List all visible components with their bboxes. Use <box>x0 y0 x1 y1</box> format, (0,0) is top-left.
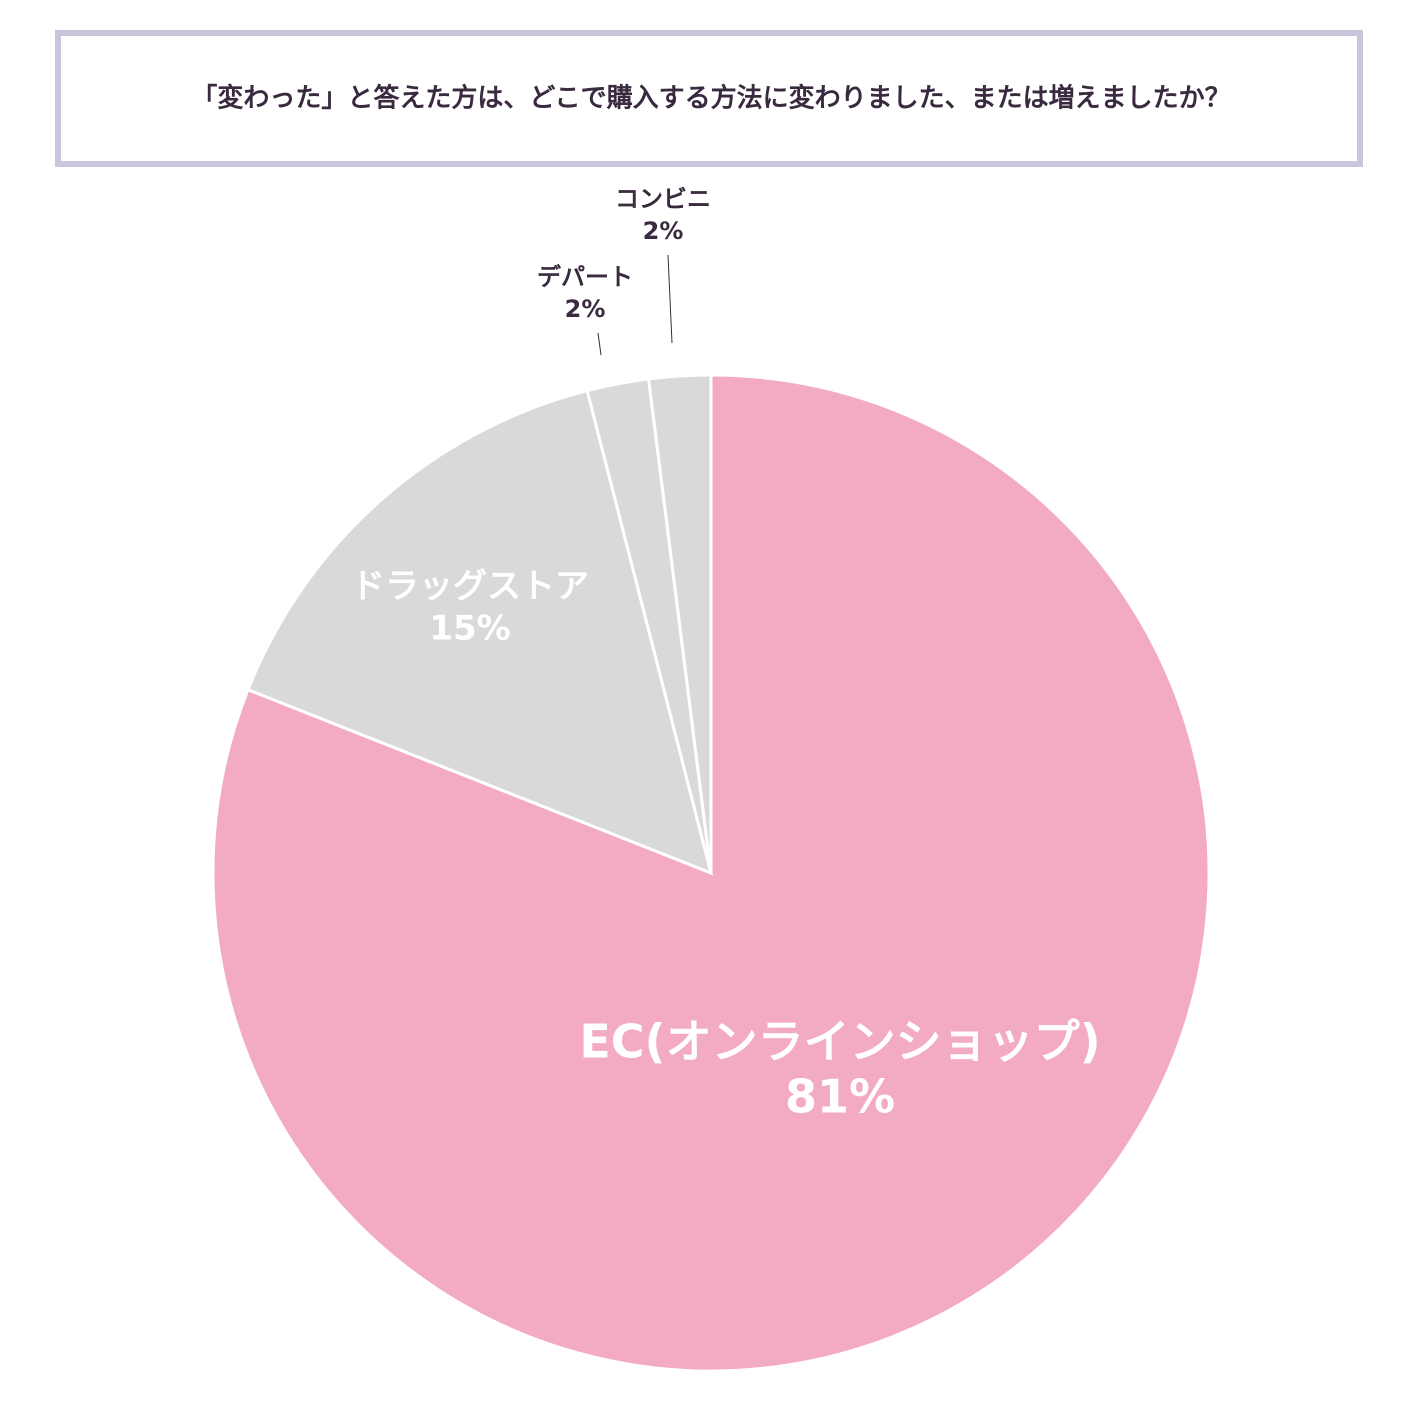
chart-title: 「変わった」と答えた方は、どこで購入する方法に変わりました、または増えましたか？ <box>191 83 1230 114</box>
leader-line <box>667 254 673 344</box>
slice-label: デパート <box>537 263 633 291</box>
slice-label: ドラッグストア <box>351 567 589 607</box>
value-label: 15% <box>429 609 510 649</box>
value-label: 2% <box>565 295 606 323</box>
value-label: 81% <box>785 1070 895 1124</box>
title-box <box>55 30 1363 167</box>
pie-slice <box>211 373 1211 1373</box>
slice-label: コンビニ <box>615 185 711 213</box>
slice-label: EC(オンラインショップ) <box>579 1015 1100 1069</box>
value-label: 2% <box>643 217 684 245</box>
leader-line <box>597 332 602 356</box>
pie-slice <box>246 388 714 876</box>
pie-slice <box>646 373 713 874</box>
